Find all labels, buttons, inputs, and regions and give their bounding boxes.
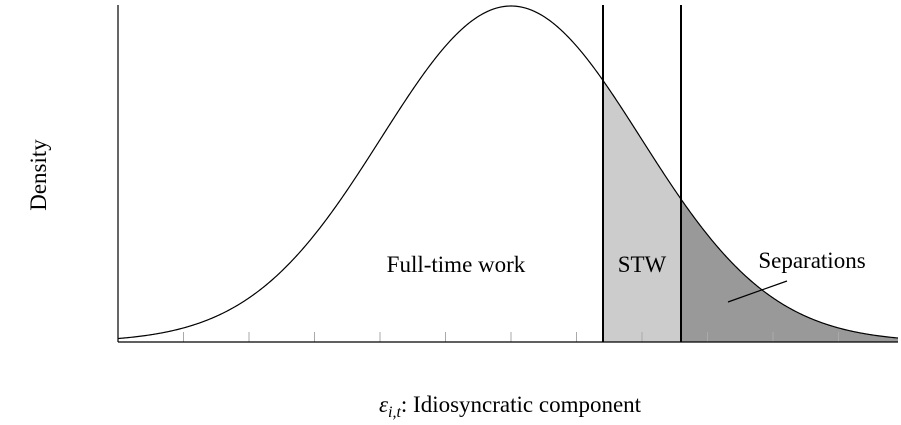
symbol: ε (379, 392, 389, 417)
region-label: Separations (758, 248, 865, 273)
pointer (727, 280, 788, 303)
stw-region (603, 80, 681, 343)
x-axis-label: εi,t: Idiosyncratic component (379, 392, 642, 421)
x-ticks (183, 332, 839, 342)
y-axis-label: Density (26, 139, 51, 211)
density-curve (117, 5, 899, 340)
subscript: i,t (388, 404, 401, 421)
separations-region (681, 199, 898, 342)
region-label: STW (618, 252, 667, 277)
label-text: : Idiosyncratic component (401, 392, 642, 417)
region-label: Full-time work (387, 252, 526, 277)
